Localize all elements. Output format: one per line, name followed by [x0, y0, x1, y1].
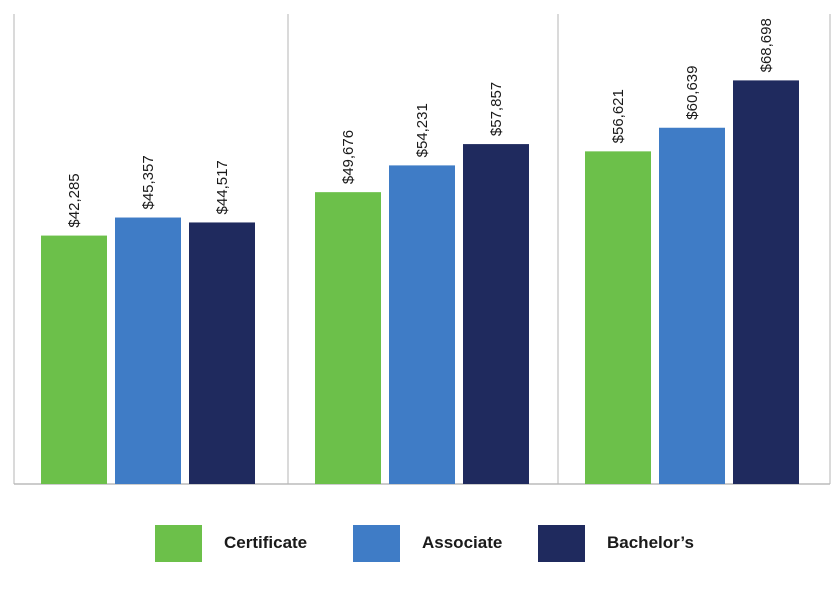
value-label-associate-1: $45,357 [140, 155, 157, 209]
bar-bachelors-1 [189, 222, 255, 484]
legend-swatch-certificate [155, 524, 202, 562]
value-label-bachelors-3: $68,698 [758, 18, 775, 72]
bar-associate-3 [659, 127, 725, 484]
value-label-bachelors-1: $44,517 [214, 160, 231, 214]
legend-swatch-bachelors [538, 524, 585, 562]
value-label-associate-3: $60,639 [684, 66, 701, 120]
legend-item-certificate: Certificate [155, 518, 307, 568]
bar-associate-2 [389, 165, 455, 484]
bar-bachelors-2 [463, 144, 529, 484]
value-label-certificate-3: $56,621 [610, 89, 627, 143]
legend-label-bachelors: Bachelor’s [607, 533, 694, 552]
chart-legend: Certificate Associate Bachelor’s [0, 518, 838, 568]
bar-bachelors-3 [733, 80, 799, 485]
bar-certificate-2 [315, 192, 381, 484]
earnings-bar-chart: $42,285$45,357$44,5171ST YR. EARNINGS - … [13, 14, 831, 485]
legend-item-bachelors: Bachelor’s [538, 518, 694, 568]
bar-certificate-3 [585, 151, 651, 484]
value-label-certificate-1: $42,285 [66, 173, 83, 227]
value-label-certificate-2: $49,676 [340, 130, 357, 184]
value-label-bachelors-2: $57,857 [488, 82, 505, 136]
bar-certificate-1 [41, 235, 107, 484]
value-label-associate-2: $54,231 [414, 103, 431, 157]
legend-swatch-associate [353, 524, 400, 562]
legend-label-associate: Associate [422, 533, 503, 552]
legend-label-certificate: Certificate [224, 533, 308, 552]
legend-item-associate: Associate [353, 518, 502, 568]
bar-associate-1 [115, 217, 181, 484]
